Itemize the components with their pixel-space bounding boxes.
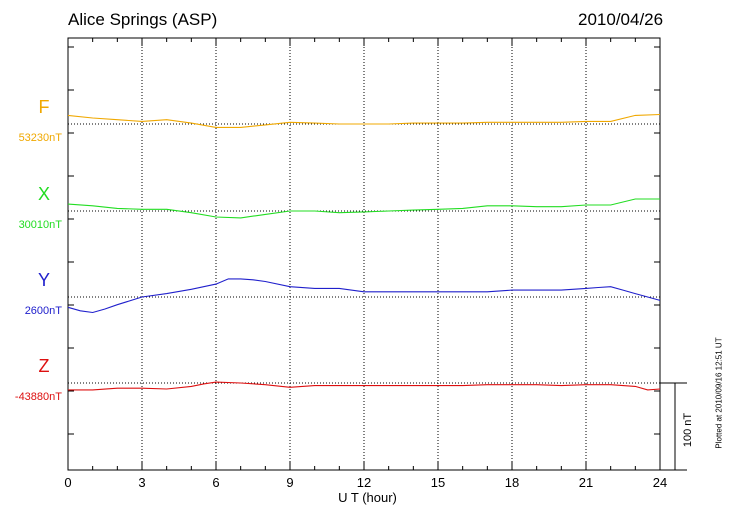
x-tick-label: 12 bbox=[356, 475, 372, 490]
x-tick-label: 18 bbox=[504, 475, 520, 490]
trace-letter-y: Y bbox=[37, 270, 50, 290]
trace-line-z bbox=[68, 381, 661, 391]
scale-bar-label: 100 nT bbox=[682, 412, 694, 448]
trace-baseline-x: 30010nT bbox=[18, 219, 62, 231]
x-tick-label: 3 bbox=[138, 475, 146, 490]
x-tick-label: 6 bbox=[212, 475, 220, 490]
x-axis-label: U T (hour) bbox=[338, 490, 397, 505]
trace-baseline-y: 2600nT bbox=[24, 305, 62, 317]
x-tick-label: 9 bbox=[286, 475, 294, 490]
trace-line-y bbox=[67, 278, 661, 314]
trace-line-f bbox=[67, 113, 661, 128]
x-tick-label: 24 bbox=[652, 475, 668, 490]
date-title: 2010/04/26 bbox=[578, 10, 664, 29]
plotted-timestamp: Plotted at 2010/09/16 12:51 UT bbox=[714, 337, 724, 449]
x-tick-label: 15 bbox=[430, 475, 446, 490]
x-tick-label: 0 bbox=[64, 475, 72, 490]
x-tick-label: 21 bbox=[578, 475, 594, 490]
trace-letter-z: Z bbox=[38, 356, 50, 376]
trace-baseline-z: -43880nT bbox=[14, 391, 62, 403]
station-title: Alice Springs (ASP) bbox=[68, 10, 218, 29]
trace-baseline-f: 53230nT bbox=[18, 132, 62, 144]
trace-line-x bbox=[67, 198, 660, 219]
trace-letter-f: F bbox=[38, 97, 50, 117]
trace-letter-x: X bbox=[37, 184, 50, 204]
